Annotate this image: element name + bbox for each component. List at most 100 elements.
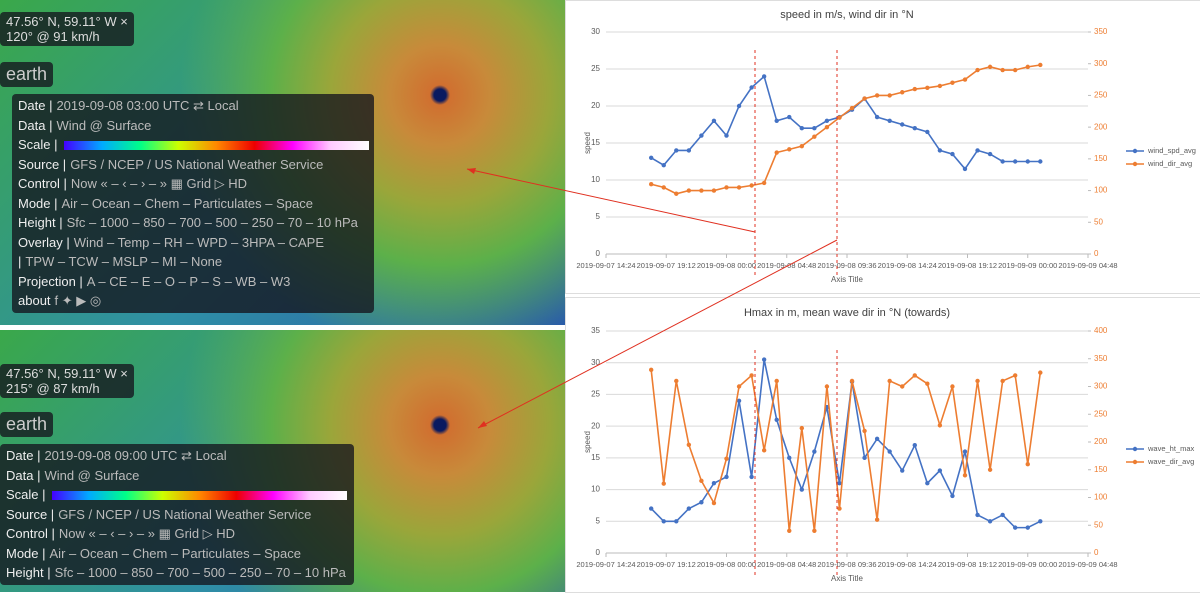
menu-label: Date | [6, 448, 41, 463]
point [975, 512, 980, 518]
menu-value[interactable]: Air – Ocean – Chem – Particulates – Spac… [61, 195, 313, 211]
menu-label: Control | [6, 526, 55, 541]
menu-value[interactable]: Wind @ Surface [44, 467, 140, 483]
point [686, 188, 692, 193]
menu-value[interactable]: Wind @ Surface [56, 117, 152, 133]
menu-value[interactable]: A – CE – E – O – P – S – WB – W3 [86, 273, 291, 289]
x-tick-label: 2019-09-09 04:48 [1058, 261, 1117, 270]
menu-row[interactable]: Data | Wind @ Surface [6, 466, 348, 486]
menu-label: about [18, 293, 51, 308]
menu-value[interactable]: GFS / NCEP / US National Weather Service [58, 506, 312, 522]
menu-row[interactable]: Source | GFS / NCEP / US National Weather… [6, 505, 348, 525]
point [874, 93, 880, 98]
menu-value[interactable]: TPW – TCW – MSLP – MI – None [25, 254, 223, 269]
point [925, 85, 930, 91]
menu-row[interactable]: Control | Now « – ‹ – › – » ▦ Grid ▷ HD [6, 524, 348, 544]
menu-value[interactable]: f ✦ ▶ ◎ [54, 293, 102, 308]
menu-row[interactable]: Projection | A – CE – E – O – P – S – WB … [18, 272, 368, 292]
y-tick-label: 20 [591, 421, 600, 430]
menu-value[interactable]: Sfc – 1000 – 850 – 700 – 500 – 250 – 70 … [66, 215, 358, 230]
readout: 47.56° N, 59.11° W × 120° @ 91 km/h [0, 12, 134, 46]
menu-row[interactable]: Source | GFS / NCEP / US National Weather… [18, 155, 368, 175]
color-scale [51, 491, 347, 501]
y2-tick-label: 350 [1094, 27, 1108, 36]
menu-value[interactable]: Wind – Temp – RH – WPD – 3HPA – CAPE [73, 234, 325, 250]
menu-row[interactable]: Height | Sfc – 1000 – 850 – 700 – 500 – 2… [18, 213, 368, 233]
point [761, 74, 767, 79]
menu-value[interactable]: GFS / NCEP / US National Weather Service [70, 156, 324, 172]
legend-marker [1132, 446, 1138, 452]
point [837, 115, 842, 120]
menu-value[interactable]: 2019-09-08 03:00 UTC ⇄ Local [56, 98, 239, 113]
point [912, 442, 917, 448]
menu-value[interactable]: Now « – ‹ – › – » ▦ Grid ▷ HD [70, 176, 248, 191]
menu-row[interactable]: Scale | [18, 135, 369, 155]
point [824, 124, 830, 130]
legend-label: wind_dir_avg [1147, 159, 1192, 168]
point [925, 481, 930, 486]
point [787, 114, 792, 120]
menu-row[interactable]: Control | Now « – ‹ – › – » ▦ Grid ▷ HD [18, 174, 368, 194]
menu-row[interactable]: about f ✦ ▶ ◎ [18, 291, 368, 311]
y2-tick-label: 100 [1094, 186, 1108, 195]
point [987, 467, 993, 472]
point [799, 487, 805, 492]
point [1038, 159, 1043, 164]
y2-tick-label: 100 [1094, 493, 1108, 502]
x-axis-label: Axis Title [831, 574, 864, 583]
point [975, 378, 980, 384]
point [761, 180, 767, 186]
point [887, 118, 892, 124]
point [1000, 378, 1005, 384]
point [912, 126, 917, 131]
point [661, 519, 666, 524]
point [699, 133, 704, 138]
point [1038, 370, 1043, 375]
point [1000, 159, 1005, 164]
menu-row[interactable]: Date | 2019-09-08 03:00 UTC ⇄ Local [18, 96, 368, 116]
menu-row[interactable]: Mode | Air – Ocean – Chem – Particulates … [18, 194, 368, 214]
menu-row[interactable]: Data | Wind @ Surface [18, 116, 368, 136]
y2-tick-label: 150 [1094, 154, 1108, 163]
point [962, 449, 968, 454]
point [950, 80, 955, 85]
point [774, 378, 779, 384]
menu-value[interactable]: Air – Ocean – Chem – Particulates – Spac… [49, 545, 301, 561]
chart-title: speed in m/s, wind dir in °N [780, 9, 913, 21]
menu-row[interactable]: Mode | Air – Ocean – Chem – Particulates … [6, 544, 348, 564]
x-tick-label: 2019-09-08 09:36 [817, 261, 876, 270]
series-line [650, 359, 1041, 529]
brand[interactable]: earth [0, 412, 54, 437]
brand[interactable]: earth [0, 62, 54, 87]
point [736, 384, 742, 389]
menu-label: Data | [18, 117, 53, 133]
x-tick-label: 2019-09-09 04:48 [1058, 560, 1117, 569]
point [787, 528, 792, 533]
point [925, 129, 930, 135]
readout: 47.56° N, 59.11° W × 215° @ 87 km/h [0, 364, 134, 398]
point [648, 367, 654, 373]
menu-value[interactable]: 2019-09-08 09:00 UTC ⇄ Local [44, 448, 227, 463]
point [1000, 67, 1005, 73]
menu-value[interactable]: Now « – ‹ – › – » ▦ Grid ▷ HD [58, 526, 236, 541]
menu-row[interactable]: Scale | [6, 485, 348, 505]
menu-label: Mode | [6, 545, 46, 561]
menu-row[interactable]: | TPW – TCW – MSLP – MI – None [18, 252, 368, 272]
point [937, 423, 943, 428]
x-tick-label: 2019-09-08 00:00 [697, 261, 756, 270]
menu-label: Mode | [18, 195, 58, 211]
menu-value[interactable]: Sfc – 1000 – 850 – 700 – 500 – 250 – 70 … [54, 565, 346, 580]
series-line [650, 369, 1042, 531]
x-tick-label: 2019-09-08 19:12 [938, 261, 997, 270]
point [1025, 525, 1030, 530]
menu-row[interactable]: Date | 2019-09-08 09:00 UTC ⇄ Local [6, 446, 348, 466]
menu-row[interactable]: Height | Sfc – 1000 – 850 – 700 – 500 – 2… [6, 563, 348, 583]
legend-marker [1132, 148, 1138, 154]
point [1025, 462, 1030, 467]
y-tick-label: 10 [591, 485, 600, 494]
point [912, 86, 917, 92]
menu-row[interactable]: Overlay | Wind – Temp – RH – WPD – 3HPA –… [18, 233, 368, 253]
earth-map: 47.56° N, 59.11° W × 120° @ 91 km/h earth… [0, 0, 565, 325]
menu-label: Scale | [6, 487, 46, 502]
